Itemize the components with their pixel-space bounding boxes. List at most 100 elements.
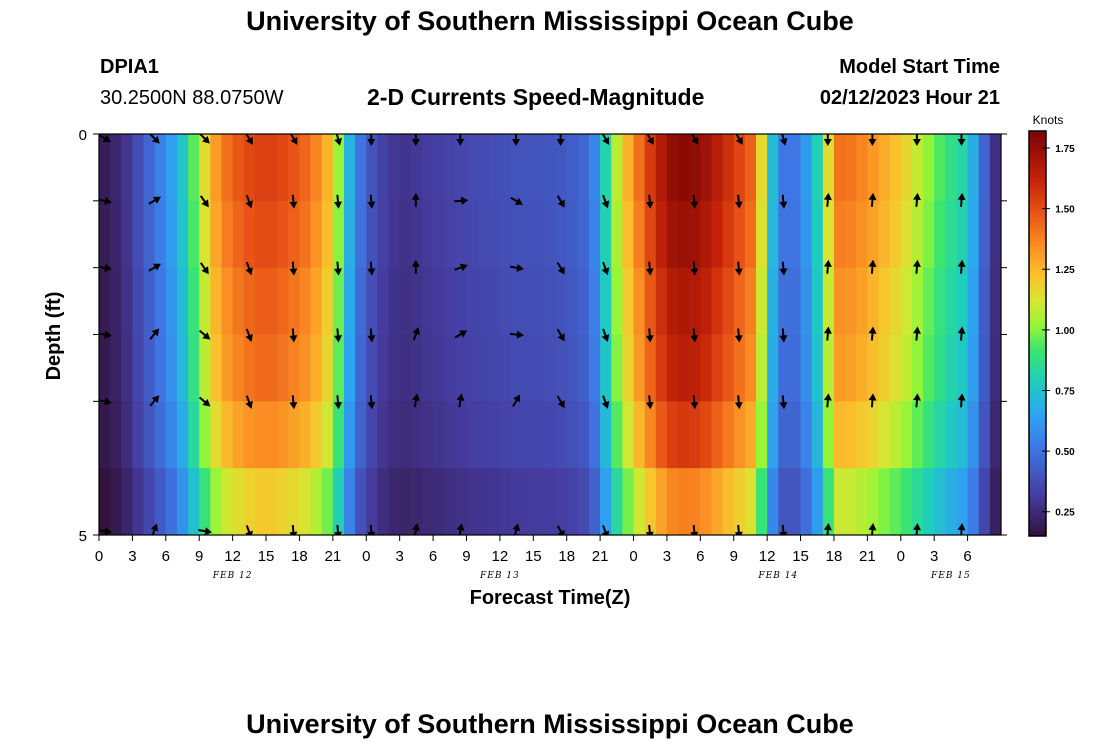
heatmap-cell	[822, 134, 835, 202]
heatmap-cell	[611, 334, 623, 402]
heatmap-cell	[488, 334, 501, 402]
heatmap-cell	[210, 401, 223, 469]
heatmap-cell	[756, 200, 768, 269]
heatmap-cell	[343, 334, 356, 402]
current-vector	[198, 329, 211, 340]
heatmap-cell	[566, 401, 579, 469]
heatmap-cell	[165, 468, 178, 535]
heatmap-cell	[989, 267, 1001, 336]
heatmap-cell	[700, 468, 713, 535]
heatmap-cell	[544, 200, 557, 269]
heatmap-cell	[756, 267, 768, 336]
heatmap-cell	[210, 334, 223, 402]
heatmap-cell	[767, 200, 779, 269]
heatmap-cell	[377, 401, 390, 469]
heatmap-cell	[455, 200, 468, 269]
heatmap-cell	[121, 401, 134, 469]
heatmap-cell	[822, 200, 835, 269]
x-tick-label: 21	[859, 548, 876, 565]
heatmap-cell	[845, 334, 857, 402]
heatmap-cell	[511, 401, 523, 469]
heatmap-cell	[923, 200, 935, 269]
heatmap-cell	[544, 468, 557, 535]
heatmap-cell	[110, 401, 122, 469]
heatmap-cell	[644, 200, 657, 269]
current-vector	[334, 134, 343, 146]
heatmap-cell	[110, 134, 122, 202]
heatmap-cell	[288, 200, 301, 269]
heatmap-cell	[266, 468, 278, 535]
model-start-label: Model Start Time	[839, 56, 1000, 78]
heatmap-cell	[455, 134, 468, 202]
heatmap-cell	[388, 134, 401, 202]
heatmap-cell	[399, 334, 412, 402]
heatmap-cell	[822, 401, 835, 469]
date-label: FEB 13	[479, 571, 520, 581]
x-tick-label: 0	[95, 548, 103, 565]
heatmap-cell	[711, 134, 724, 202]
heatmap-cell	[288, 401, 301, 469]
heatmap-cell	[488, 468, 501, 535]
heatmap-cell	[232, 334, 245, 402]
heatmap-cell	[611, 267, 623, 336]
colorbar-tick-label: 1.25	[1055, 265, 1075, 276]
current-vector	[334, 328, 342, 343]
current-vector	[411, 259, 420, 274]
heatmap-cell	[900, 401, 913, 469]
heatmap-cell	[566, 134, 579, 202]
heatmap-cell	[299, 401, 312, 469]
heatmap-cell	[199, 134, 211, 202]
heatmap-cell	[833, 401, 846, 469]
heatmap-cell	[934, 401, 946, 469]
heatmap-cell	[867, 267, 880, 336]
date-label: FEB 14	[757, 571, 798, 581]
heatmap-cell	[444, 267, 456, 336]
heatmap-cell	[744, 334, 757, 402]
heatmap-cell	[756, 134, 768, 202]
heatmap-cell	[132, 267, 145, 336]
heatmap-cell	[900, 134, 913, 202]
x-tick-label: 3	[930, 548, 938, 565]
heatmap-cell	[188, 200, 200, 269]
current-vector	[367, 395, 376, 410]
heatmap-cell	[956, 401, 969, 469]
heatmap-cell	[288, 134, 301, 202]
current-vector	[334, 395, 342, 410]
heatmap-cell	[477, 334, 490, 402]
heatmap-cell	[143, 401, 156, 469]
heatmap-cell	[232, 200, 245, 269]
heatmap-cell	[277, 200, 289, 269]
x-tick-label: 18	[558, 548, 575, 565]
heatmap-cell	[911, 334, 924, 402]
heatmap-cell	[800, 200, 813, 269]
heatmap-cell	[343, 267, 356, 336]
heatmap-cell	[421, 200, 434, 269]
heatmap-cell	[332, 134, 345, 202]
heatmap-cell	[878, 468, 891, 535]
heatmap-cell	[121, 134, 134, 202]
heatmap-cell	[711, 267, 724, 336]
heatmap-cell	[767, 334, 779, 402]
heatmap-cell	[767, 134, 779, 202]
heatmap-cell	[789, 267, 802, 336]
heatmap-cell	[321, 134, 334, 202]
current-vector	[289, 194, 298, 209]
heatmap-cell	[889, 267, 902, 336]
current-vector	[411, 192, 420, 207]
heatmap-cell	[878, 134, 891, 202]
heatmap-cell	[433, 267, 445, 336]
heatmap-cell	[967, 200, 980, 269]
heatmap-cell	[945, 401, 958, 469]
current-vector	[601, 525, 610, 535]
heatmap-cell	[756, 334, 768, 402]
heatmap-cell	[978, 334, 991, 402]
heatmap-cell	[377, 334, 390, 402]
heatmap-cell	[767, 401, 779, 469]
heatmap-cell	[388, 334, 401, 402]
heatmap-cell	[176, 401, 189, 469]
heatmap-cell	[744, 267, 757, 336]
heatmap-cell	[455, 334, 468, 402]
heatmap-cell	[678, 134, 690, 202]
heatmap-cell	[689, 468, 701, 535]
heatmap-cell	[666, 334, 679, 402]
